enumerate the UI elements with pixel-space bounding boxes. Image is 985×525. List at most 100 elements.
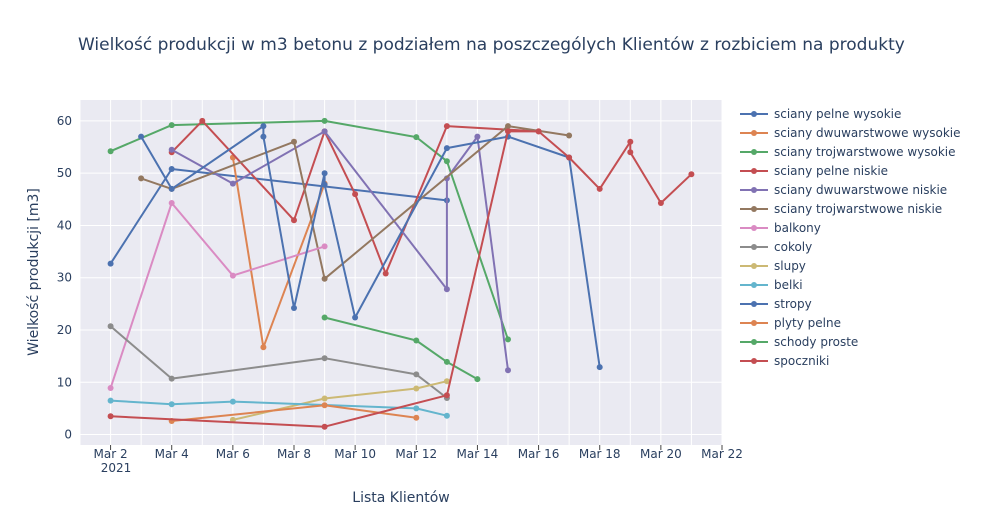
legend-item[interactable]: cokoly [740, 240, 812, 254]
x-tick-label: Mar 14 [457, 447, 499, 461]
legend-label: slupy [774, 259, 806, 273]
legend-swatch-marker [751, 206, 757, 212]
x-axis-ticks: Mar 2 Mar 4 Mar 6 Mar 8 Mar 10 Mar 12 Mar 14 Ma… [94, 445, 743, 461]
legend-swatch-marker [751, 301, 757, 307]
series [107, 128, 695, 430]
data-point [168, 401, 175, 408]
legend-label: cokoly [774, 240, 812, 254]
x-tick-label: Mar 6 [216, 447, 250, 461]
data-point [260, 344, 267, 351]
y-tick-label: 20 [57, 323, 72, 337]
data-point [596, 364, 603, 371]
data-point [138, 133, 145, 140]
legend-item[interactable]: balkony [740, 221, 821, 235]
data-point [352, 314, 359, 321]
x-tick-label: Mar 18 [579, 447, 621, 461]
data-point [168, 146, 175, 153]
data-point [321, 181, 328, 188]
legend-item[interactable]: schody proste [740, 335, 858, 349]
data-point [443, 286, 450, 293]
y-axis-title: Wielkość produkcji [m3] [26, 188, 42, 356]
legend-swatch-marker [751, 244, 757, 250]
legend-label: schody proste [774, 335, 858, 349]
data-point [321, 117, 328, 124]
data-point [413, 371, 420, 378]
data-point [291, 138, 297, 145]
data-point [627, 149, 634, 156]
data-point [443, 123, 450, 130]
x-tick-label: Mar 4 [155, 447, 189, 461]
x-tick-label: Mar 22 [701, 447, 743, 461]
data-point [596, 185, 603, 192]
series [229, 154, 328, 351]
legend-swatch-marker [751, 168, 757, 174]
data-point [413, 337, 420, 344]
data-point [107, 148, 114, 155]
data-point [321, 243, 328, 250]
legend-label: sciany trojwarstwowe niskie [774, 202, 942, 216]
data-point [107, 323, 114, 330]
y-tick-label: 30 [57, 271, 72, 285]
legend-item[interactable]: sciany trojwarstwowe wysokie [740, 145, 956, 159]
data-point [413, 385, 420, 392]
legend-item[interactable]: slupy [740, 259, 806, 273]
legend-item[interactable]: sciany pelne wysokie [740, 107, 901, 121]
legend-item[interactable]: sciany pelne niskie [740, 164, 888, 178]
x-tick-label: Mar 10 [334, 447, 376, 461]
legend-item[interactable]: belki [740, 278, 803, 292]
data-point [321, 314, 328, 321]
legend[interactable]: sciany pelne wysokie sciany dwuwarstwowe … [740, 107, 961, 368]
x-axis-year-label: 2021 [101, 461, 132, 475]
data-point [688, 171, 695, 178]
legend-label: sciany pelne wysokie [774, 107, 901, 121]
data-point [168, 375, 175, 382]
legend-item[interactable]: sciany dwuwarstwowe wysokie [740, 126, 961, 140]
data-point [566, 132, 573, 139]
data-point [505, 367, 511, 374]
data-point [443, 378, 450, 385]
legend-label: plyty pelne [774, 316, 841, 330]
legend-swatch-marker [751, 111, 757, 117]
series-line [170, 119, 539, 275]
series [138, 123, 573, 282]
series-line [324, 316, 478, 380]
data-point [107, 260, 114, 267]
x-tick-label: Mar 20 [640, 447, 682, 461]
data-point [321, 395, 328, 402]
series [168, 128, 511, 374]
data-point [107, 385, 114, 391]
legend-swatch-marker [751, 358, 757, 364]
x-tick-label: Mar 12 [395, 447, 437, 461]
data-point [535, 128, 542, 135]
data-point [321, 423, 328, 430]
series-line [140, 125, 601, 368]
data-point [260, 133, 267, 140]
data-point [474, 376, 481, 383]
legend-item[interactable]: plyty pelne [740, 316, 841, 330]
data-point [627, 138, 634, 145]
data-point [505, 336, 511, 343]
legend-item[interactable]: spoczniki [740, 354, 829, 368]
data-point [443, 158, 450, 165]
data-point [505, 123, 511, 130]
data-point [443, 358, 450, 365]
data-point [657, 200, 664, 206]
y-axis-ticks: 0 10 20 30 40 50 60 [57, 114, 72, 442]
legend-item[interactable]: stropy [740, 297, 812, 311]
data-point [260, 123, 267, 130]
legend-label: sciany dwuwarstwowe niskie [774, 183, 947, 197]
legend-item[interactable]: sciany trojwarstwowe niskie [740, 202, 942, 216]
x-axis-title: Lista Klientów [352, 490, 449, 506]
legend-swatch-marker [751, 225, 757, 231]
legend-label: belki [774, 278, 803, 292]
legend-label: spoczniki [774, 354, 829, 368]
y-tick-label: 60 [57, 114, 72, 128]
x-tick-label: Mar 16 [518, 447, 560, 461]
legend-swatch-marker [751, 282, 757, 288]
data-point [566, 154, 573, 161]
legend-item[interactable]: sciany dwuwarstwowe niskie [740, 183, 947, 197]
data-point [168, 122, 175, 129]
data-point [138, 175, 145, 182]
data-point [321, 170, 328, 177]
data-point [321, 128, 328, 135]
